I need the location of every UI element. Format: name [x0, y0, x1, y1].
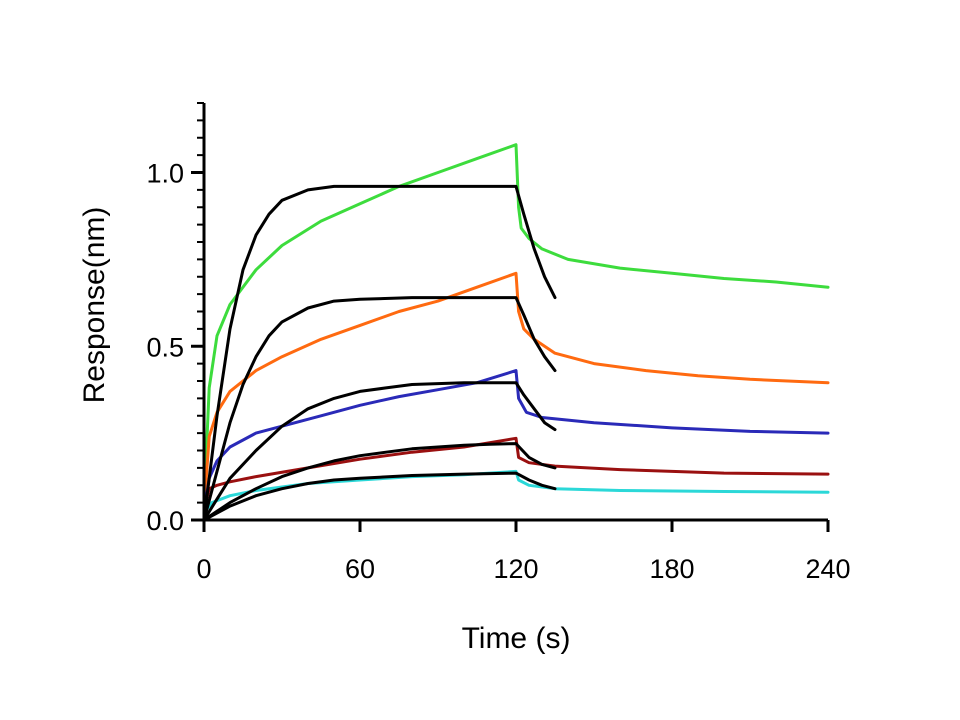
measured-trace-3	[202, 436, 830, 512]
y-ticks: 0.0 0.5 1.0	[146, 159, 204, 536]
measured-trace-4	[202, 469, 830, 515]
fit-curve-6	[202, 296, 557, 522]
x-tick-label: 240	[805, 554, 850, 584]
x-tick-label: 60	[345, 554, 375, 584]
y-tick-label: 0.0	[146, 506, 184, 536]
x-axis-title: Time (s)	[462, 622, 571, 655]
y-axis-title: Response(nm)	[78, 207, 111, 404]
x-tick-label: 0	[196, 554, 211, 584]
fit-curve-7	[202, 381, 557, 522]
y-tick-label: 1.0	[146, 159, 184, 189]
fit-curve-9	[202, 471, 557, 522]
y-tick-label: 0.5	[146, 332, 184, 362]
x-tick-label: 120	[493, 554, 538, 584]
fit-curve-5	[202, 184, 557, 522]
x-tick-label: 180	[649, 554, 694, 584]
measured-trace-1	[202, 271, 830, 512]
measured-trace-2	[202, 369, 830, 515]
measured-trace-0	[202, 143, 830, 508]
series-layer	[202, 143, 830, 522]
fit-curve-8	[202, 442, 557, 522]
x-ticks: 0 60 120 180 240	[196, 520, 851, 584]
